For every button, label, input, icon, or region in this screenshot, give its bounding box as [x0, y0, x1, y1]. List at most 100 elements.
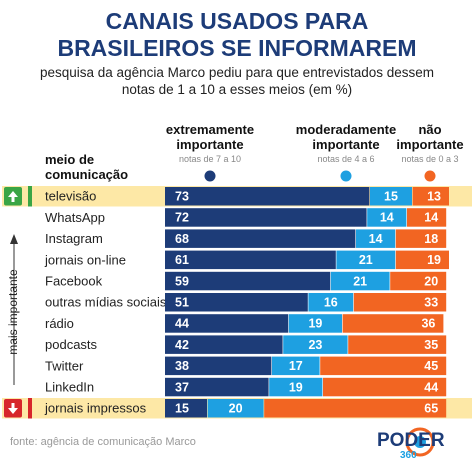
bar-segment	[336, 250, 396, 270]
value-label: 19	[427, 253, 441, 267]
legend-note: notas de 7 a 10	[178, 154, 242, 164]
bar-segment	[353, 293, 447, 312]
bar-segment	[269, 377, 323, 397]
chart-subtitle: pesquisa da agência Marco pediu para que…	[40, 65, 434, 97]
bar-segment	[395, 229, 447, 248]
bar-segment	[320, 356, 447, 376]
value-label: 65	[424, 402, 438, 416]
bar-segment	[165, 356, 272, 376]
legend-label: extremamente importante	[165, 122, 255, 152]
legend-swatch	[340, 170, 352, 182]
bar-segment	[165, 399, 207, 418]
value-label: 45	[424, 359, 438, 373]
bar-segment	[330, 271, 390, 291]
value-label: 68	[175, 232, 189, 246]
row-marker	[28, 186, 32, 207]
bar-segment	[412, 187, 449, 206]
category-label: televisão	[45, 189, 96, 204]
value-label: 15	[384, 190, 398, 204]
value-label: 17	[289, 359, 303, 373]
category-label: podcasts	[45, 337, 98, 352]
bar-segment	[165, 250, 336, 270]
value-label: 51	[175, 296, 189, 310]
logo-dot	[414, 436, 426, 448]
trend-arrow	[8, 191, 18, 202]
bar-segment	[165, 229, 356, 248]
source: fonte: agência de comunicação Marco	[10, 436, 196, 448]
category-label: jornais impressos	[44, 401, 147, 416]
bar-segment	[165, 314, 289, 333]
value-label: 33	[424, 296, 438, 310]
category-label: Facebook	[45, 273, 103, 288]
category-label: Instagram	[45, 231, 103, 246]
bar-segment	[165, 293, 308, 312]
bar-segment	[207, 399, 264, 418]
bar-segment	[323, 377, 447, 397]
value-label: 18	[424, 232, 438, 246]
category-label: LinkedIn	[45, 379, 94, 394]
value-label: 61	[175, 253, 189, 267]
value-label: 37	[175, 380, 189, 394]
value-label: 20	[424, 274, 438, 288]
bar-segment	[390, 271, 447, 291]
bar-segment	[264, 399, 447, 418]
value-label: 19	[289, 380, 303, 394]
legend-swatch	[424, 170, 436, 182]
value-label: 42	[175, 338, 189, 352]
value-label: 14	[369, 232, 383, 246]
chart-title: CANAIS USADOS PARA BRASILEIROS SE INFORM…	[57, 8, 417, 61]
category-label: Twitter	[45, 358, 84, 373]
value-label: 23	[308, 338, 322, 352]
logo: PODER	[377, 430, 445, 451]
arrow-head	[10, 234, 18, 244]
value-label: 20	[229, 402, 243, 416]
legend-swatch	[204, 170, 216, 182]
category-header: meio de comunicação	[45, 152, 129, 182]
bar-segment	[308, 293, 354, 312]
category-label: WhatsApp	[45, 210, 105, 225]
value-label: 38	[175, 359, 189, 373]
bar-segment	[356, 229, 396, 248]
value-label: 73	[175, 190, 189, 204]
bar-segment	[342, 314, 444, 333]
bar-segment	[348, 335, 447, 354]
logo: 360	[400, 450, 417, 461]
legend-note: notas de 4 a 6	[317, 154, 375, 164]
value-label: 15	[175, 402, 189, 416]
bar-segment	[367, 208, 407, 227]
row-marker	[28, 398, 32, 419]
legend-label: não importante	[396, 122, 464, 152]
value-label: 14	[424, 211, 438, 225]
logo-ring	[405, 427, 435, 457]
bar-segment	[165, 335, 283, 354]
value-label: 21	[359, 253, 373, 267]
value-label: 44	[175, 317, 189, 331]
bar-segment	[165, 377, 269, 397]
bar-segment	[395, 250, 449, 270]
bar-segment	[165, 271, 331, 291]
value-label: 59	[175, 274, 189, 288]
category-label: jornais on-line	[44, 252, 126, 267]
value-label: 36	[421, 317, 435, 331]
value-label: 35	[424, 338, 438, 352]
value-label: 44	[424, 380, 438, 394]
legend-note: notas de 0 a 3	[401, 154, 459, 164]
bar-segment	[407, 208, 447, 227]
bar-segment	[165, 187, 370, 206]
bar-segment	[272, 356, 320, 376]
bar-segment	[370, 187, 412, 206]
category-label: rádio	[45, 316, 74, 331]
bar-segment	[165, 208, 367, 227]
bar-segment	[283, 335, 348, 354]
legend-label: moderadamente importante	[295, 122, 397, 152]
bar-segment	[288, 314, 342, 333]
side-label: mais importante	[6, 269, 20, 355]
category-label: outras mídias sociais	[45, 295, 167, 310]
value-label: 19	[308, 317, 322, 331]
value-label: 72	[175, 211, 189, 225]
value-label: 13	[427, 190, 441, 204]
value-label: 14	[380, 211, 394, 225]
trend-arrow	[8, 403, 18, 414]
